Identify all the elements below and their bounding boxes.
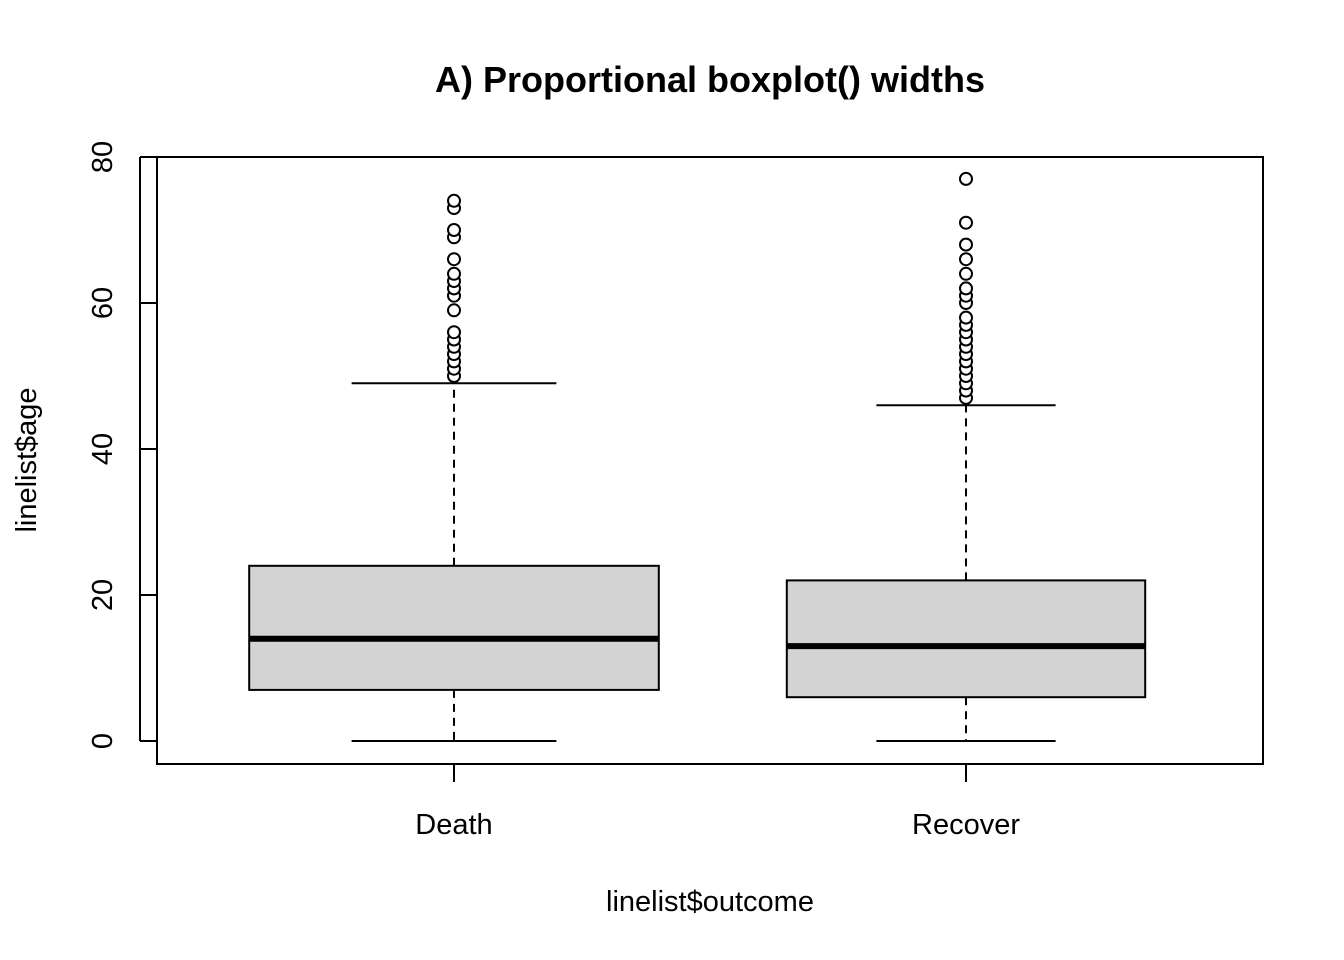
x-axis-label: linelist$outcome [606, 886, 814, 918]
outlier-point [959, 281, 973, 296]
box-series [248, 171, 1147, 742]
outlier-point [447, 252, 461, 267]
iqr-box [785, 579, 1147, 699]
x-tick-label: Death [415, 809, 492, 841]
box-death [248, 193, 660, 742]
y-tick-label: 20 [87, 579, 119, 611]
outlier-point [447, 325, 461, 340]
outlier-point [959, 171, 973, 186]
y-axis: 0 20 40 60 80 [87, 141, 157, 749]
outlier-point [959, 310, 973, 325]
outlier-point [959, 237, 973, 252]
outlier-point [447, 266, 461, 281]
outlier-point [447, 303, 461, 318]
outlier-point [959, 252, 973, 267]
outlier-point [959, 266, 973, 281]
box-recover [785, 171, 1147, 742]
y-tick-label: 40 [87, 433, 119, 465]
y-tick-label: 0 [87, 733, 119, 749]
x-axis: Death Recover [415, 764, 1020, 841]
y-tick-label: 60 [87, 287, 119, 319]
y-axis-label: linelist$age [11, 387, 43, 532]
chart-title: A) Proportional boxplot() widths [435, 59, 985, 100]
x-tick-label: Recover [912, 809, 1020, 841]
outlier-point [447, 223, 461, 237]
y-tick-label: 80 [87, 141, 119, 173]
iqr-box [248, 564, 660, 691]
plot-frame [156, 156, 1264, 765]
outlier-point [447, 193, 461, 208]
outlier-point [959, 215, 973, 230]
